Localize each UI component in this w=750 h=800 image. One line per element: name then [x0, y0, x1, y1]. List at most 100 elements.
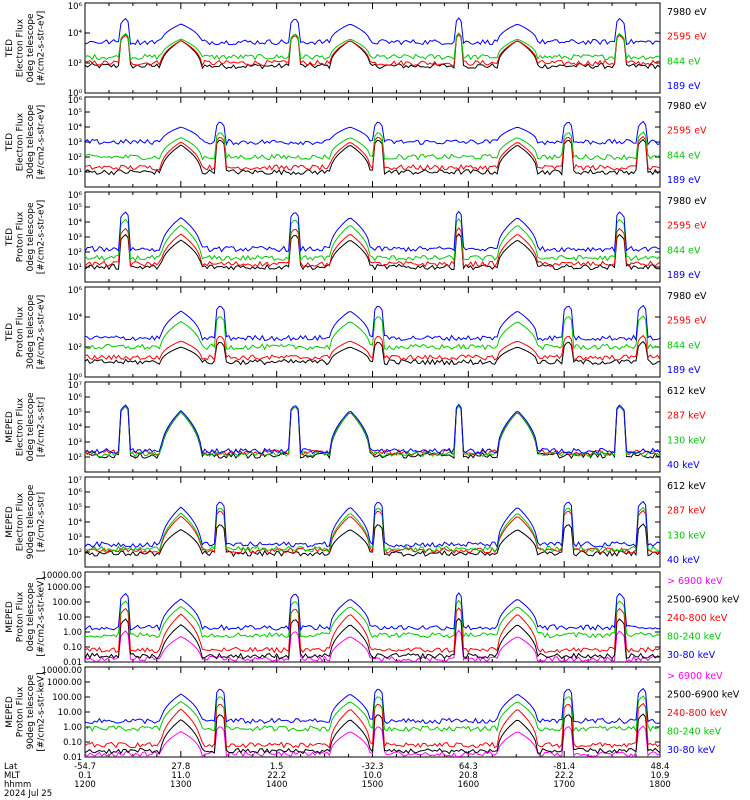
- y-tick-label: 10⁰: [68, 373, 83, 383]
- legend-entry: 287 keV: [667, 411, 706, 422]
- series-line-80-240-kev: [84, 599, 661, 639]
- y-axis-title-line: TED: [5, 228, 15, 247]
- y-tick-label: 10000.00: [41, 666, 82, 676]
- y-tick-label: 10⁴: [68, 29, 83, 39]
- series-line-189-ev: [84, 120, 661, 147]
- y-axis-title-line: MEPED: [5, 601, 15, 633]
- y-tick-label: 10³: [68, 233, 82, 243]
- series-line-2595-ev: [84, 33, 661, 67]
- footer-hhmm-value: 1800: [649, 780, 671, 790]
- series-line-30-80-kev: [84, 592, 661, 632]
- y-tick-label: 10¹: [68, 263, 82, 273]
- series-line-2500-6900-kev: [84, 617, 661, 660]
- legend-entry: 7980 eV: [667, 7, 707, 18]
- y-axis-title-line: [#/cm2-s-str-eV]: [37, 200, 47, 275]
- footer-mlt-value: 10.0: [363, 771, 382, 781]
- legend-entry: 7980 eV: [667, 291, 707, 302]
- legend-entry: 844 eV: [667, 56, 701, 67]
- y-axis-title-line: Electron Flux: [16, 397, 26, 456]
- y-tick-label: 10⁶: [68, 488, 83, 498]
- footer-hhmm-value: 1400: [266, 780, 288, 790]
- panel-3: 10¹ 10² 10³ 10⁴ 10⁵ 10⁶ TEDProton Flux0deg tel…: [5, 191, 707, 283]
- legend-entry: 40 keV: [667, 460, 700, 471]
- y-tick-label: 10²: [68, 153, 82, 163]
- series-line-844-ev: [84, 315, 661, 351]
- y-tick-label: 10⁶: [68, 393, 83, 403]
- y-tick-label: 10¹: [68, 168, 82, 178]
- y-axis-title: MEPEDProton Flux0deg telescope[#/cm2-s-s…: [5, 577, 47, 656]
- y-axis-title: TEDElectron Flux30deg telescope[#/cm2-s-…: [5, 104, 47, 179]
- y-tick-label: 10³: [68, 533, 82, 543]
- panel-1: 10⁰ 10² 10⁴ 10⁶ TEDElectron Flux0deg telesco…: [5, 2, 707, 99]
- series-line-80-240-kev: [84, 695, 661, 733]
- footer-lat-value: -54.7: [74, 762, 96, 772]
- footer-mlt-value: 20.8: [459, 771, 478, 781]
- y-tick-label: 10²: [68, 343, 82, 353]
- y-tick-label: 0.10: [63, 643, 82, 653]
- footer-lat-value: 27.8: [171, 762, 190, 772]
- y-axis-title-line: Electron Flux: [16, 112, 26, 171]
- y-tick-label: 10.00: [58, 613, 82, 623]
- footer-date: 2024 Jul 25: [4, 789, 52, 799]
- y-tick-label: 10000.00: [41, 571, 82, 581]
- series-line-2595-ev: [84, 334, 661, 362]
- y-axis-title: MEPEDElectron Flux90deg telescope[#/cm2-…: [5, 484, 47, 559]
- y-axis-title-line: Proton Flux: [16, 591, 26, 642]
- legend-entry: 612 keV: [667, 386, 706, 397]
- y-axis-title-line: 90deg telescope: [26, 674, 36, 749]
- legend-entry: 80-240 keV: [667, 632, 722, 643]
- y-tick-label: 10²: [68, 548, 82, 558]
- legend-entry: 7980 eV: [667, 101, 707, 112]
- y-tick-label: 10⁴: [68, 313, 83, 323]
- y-tick-label: 10⁶: [68, 96, 83, 106]
- y-tick-label: 10⁴: [68, 423, 83, 433]
- y-tick-label: 10⁵: [68, 108, 82, 118]
- footer-hhmm-value: 1200: [74, 780, 96, 790]
- series-line-2500-6900-kev: [84, 713, 661, 755]
- legend-entry: 189 eV: [667, 270, 701, 281]
- y-axis-title: MEPEDProton Flux90deg telescope[#/cm2-s-…: [5, 672, 47, 751]
- series-line-40-kev: [84, 500, 661, 549]
- y-axis-title: TEDProton Flux30deg telescope[#/cm2-s-st…: [5, 294, 47, 369]
- footer-lat-value: -81.4: [553, 762, 575, 772]
- y-tick-label: 1000.00: [47, 583, 82, 593]
- series-line-287-kev: [84, 405, 661, 457]
- y-axis-title-line: 0deg telescope: [26, 582, 36, 652]
- footer-hhmm-value: 1500: [362, 780, 384, 790]
- y-axis-title-line: 90deg telescope: [26, 484, 36, 559]
- legend-entry: 2595 eV: [667, 221, 707, 232]
- y-tick-label: 10⁰: [68, 89, 83, 99]
- series-line-189-ev: [84, 17, 661, 46]
- panels-layer: 10⁰ 10² 10⁴ 10⁶ TED Electron Flux 0deg telesco…: [5, 2, 740, 763]
- footer-mlt-value: 22.2: [555, 771, 574, 781]
- series-line-2595-ev: [84, 135, 661, 171]
- y-tick-label: 0.01: [63, 658, 82, 668]
- legend-entry: 844 eV: [667, 150, 701, 161]
- legend-entry: 189 eV: [667, 365, 701, 376]
- y-axis-title-line: MEPED: [5, 696, 15, 728]
- footer-mlt-value: 22.2: [267, 771, 286, 781]
- legend-entry: 2595 eV: [667, 316, 707, 327]
- footer-hhmm-value: 1300: [170, 780, 192, 790]
- footer-hhmm-value: 1600: [458, 780, 480, 790]
- legend-entry: 130 keV: [667, 435, 706, 446]
- legend-entry: 2595 eV: [667, 126, 707, 137]
- y-tick-label: 10⁷: [68, 381, 83, 391]
- legend-entry: 2500-6900 keV: [667, 690, 740, 701]
- panel-4: 10⁰ 10² 10⁴ 10⁶ TEDProton Flux30deg telescop…: [5, 286, 707, 383]
- footer-lat-value: 1.5: [270, 762, 284, 772]
- footer-lat-value: 64.3: [459, 762, 478, 772]
- y-tick-label: 10⁴: [68, 218, 83, 228]
- series-line-844-ev: [84, 131, 661, 161]
- y-axis-title-line: Proton Flux: [16, 211, 26, 262]
- legend-entry: 30-80 keV: [667, 650, 716, 661]
- y-axis-title-line: MEPED: [5, 506, 15, 538]
- legend-entry: 40 keV: [667, 555, 700, 566]
- legend-entry: > 6900 keV: [667, 576, 723, 587]
- y-axis-title-line: Proton Flux: [16, 686, 26, 737]
- legend-entry: 240-800 keV: [667, 613, 728, 624]
- series-line-40-kev: [84, 403, 661, 455]
- y-axis-title-line: [#/cm2-s-str-eV]: [37, 11, 47, 86]
- y-tick-label: 0.01: [63, 753, 82, 763]
